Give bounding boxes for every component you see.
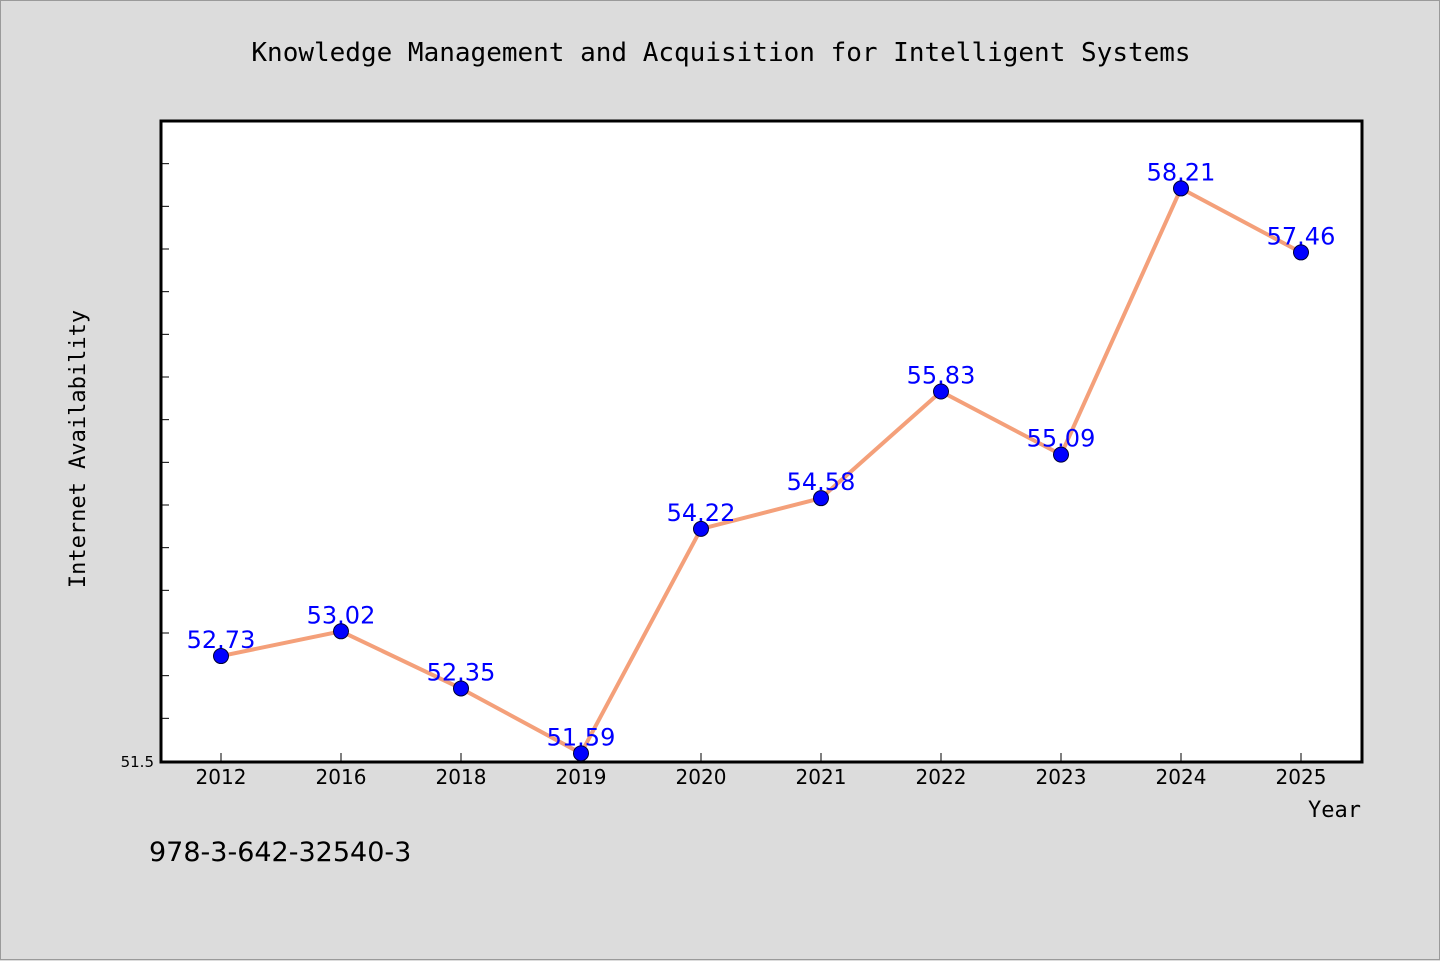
x-tick-label: 2012 xyxy=(196,765,247,789)
isbn-footer: 978-3-642-32540-3 xyxy=(149,837,412,868)
data-point xyxy=(453,680,469,697)
data-point xyxy=(1053,446,1069,463)
data-labels: 52.73 53.02 52.35 51.59 54.22 54.58 55.83 55.09… xyxy=(187,158,1336,751)
chart-title: Knowledge Management and Acquisition for… xyxy=(251,38,1190,68)
data-point xyxy=(573,745,589,762)
x-axis-ticks: 2012 2016 2018 2019 2020 2021 2022 2023 2024 2025 xyxy=(196,753,1327,789)
data-point xyxy=(1293,244,1309,261)
x-tick-label: 2021 xyxy=(796,765,847,789)
data-label: 51.59 xyxy=(547,723,616,751)
data-label: 52.35 xyxy=(427,658,496,686)
data-point xyxy=(1173,180,1189,197)
x-tick-label: 2016 xyxy=(316,765,367,789)
data-point xyxy=(813,490,829,507)
x-tick-label: 2025 xyxy=(1276,765,1327,789)
data-label: 58.21 xyxy=(1147,158,1216,186)
data-label: 55.09 xyxy=(1027,425,1096,453)
data-label: 54.22 xyxy=(667,499,736,527)
x-tick-label: 2022 xyxy=(916,765,967,789)
x-tick-label: 2019 xyxy=(556,765,607,789)
series-line xyxy=(219,186,1303,756)
x-tick-label: 2023 xyxy=(1036,765,1087,789)
data-point xyxy=(693,520,709,537)
data-point xyxy=(213,648,229,665)
x-axis-label: Year xyxy=(1308,798,1361,823)
data-label: 54.58 xyxy=(787,468,856,496)
y-axis-ticks xyxy=(161,120,169,762)
x-tick-label: 2020 xyxy=(676,765,727,789)
y-tick-label-min: 51.5 xyxy=(121,753,154,771)
data-label: 57.46 xyxy=(1267,222,1336,250)
data-label: 55.83 xyxy=(907,362,976,390)
data-label: 53.02 xyxy=(307,601,376,629)
series-line-group xyxy=(219,186,1303,756)
x-tick-label: 2018 xyxy=(436,765,487,789)
data-label: 52.73 xyxy=(187,626,256,654)
plot-area xyxy=(159,119,1364,764)
y-axis-label: Internet Availability xyxy=(66,310,91,588)
x-tick-label: 2024 xyxy=(1156,765,1207,789)
series-markers xyxy=(213,180,1309,762)
data-point xyxy=(333,623,349,640)
data-point xyxy=(933,383,949,400)
